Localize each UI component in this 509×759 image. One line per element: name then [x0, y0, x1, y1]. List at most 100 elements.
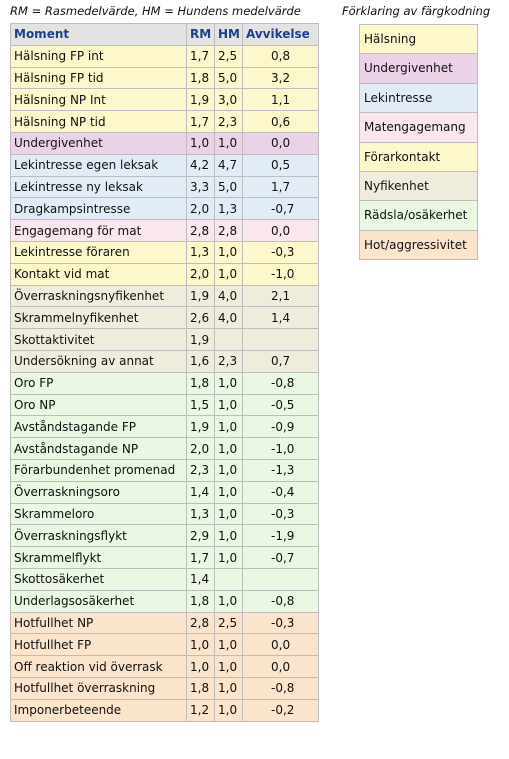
avvikelse-cell: 1,1 — [242, 88, 319, 112]
rm-cell: 1,8 — [186, 676, 215, 700]
rm-cell: 1,5 — [186, 393, 215, 417]
moment-cell: Oro FP — [10, 371, 187, 395]
legend-title: Förklaring av färgkodning — [342, 4, 491, 18]
hm-cell: 1,0 — [214, 655, 243, 678]
hm-cell: 4,0 — [214, 284, 243, 308]
hm-cell: 1,0 — [214, 502, 243, 526]
table-row: Skrammeloro 1,3 1,0 -0,3 — [10, 502, 319, 526]
table-row: Överraskningsoro 1,4 1,0 -0,4 — [10, 480, 319, 504]
moment-cell: Hälsning NP tid — [10, 110, 187, 133]
table-row: Hälsning FP tid 1,8 5,0 3,2 — [10, 66, 319, 90]
moment-cell: Lekintresse föraren — [10, 240, 187, 264]
legend-item: Hälsning — [360, 25, 477, 55]
rm-cell: 1,9 — [186, 328, 215, 351]
moment-cell: Undersökning av annat — [10, 349, 187, 373]
avvikelse-cell: 1,4 — [242, 306, 319, 330]
table-row: Skottaktivitet 1,9 — [10, 328, 319, 351]
avvikelse-cell: 2,1 — [242, 284, 319, 308]
rm-cell: 2,3 — [186, 458, 215, 482]
table-row: Oro FP 1,8 1,0 -0,8 — [10, 371, 319, 395]
avvikelse-cell: -1,9 — [242, 524, 319, 548]
hm-cell: 1,0 — [214, 240, 243, 264]
hm-cell: 1,0 — [214, 633, 243, 657]
header-avvikelse: Avvikelse — [242, 23, 319, 46]
table-row: Avståndstagande NP 2,0 1,0 -1,0 — [10, 437, 319, 460]
moment-cell: Avståndstagande NP — [10, 437, 187, 460]
table-row: Lekintresse ny leksak 3,3 5,0 1,7 — [10, 175, 319, 199]
rm-cell: 1,8 — [186, 371, 215, 395]
rm-cell: 1,8 — [186, 589, 215, 613]
rm-cell: 2,8 — [186, 611, 215, 635]
rm-cell: 1,9 — [186, 284, 215, 308]
avvikelse-cell: -1,0 — [242, 437, 319, 460]
rm-cell: 2,0 — [186, 262, 215, 286]
rm-cell: 2,0 — [186, 437, 215, 460]
avvikelse-cell: 0,0 — [242, 655, 319, 678]
moment-cell: Hälsning FP tid — [10, 66, 187, 90]
rm-cell: 1,0 — [186, 131, 215, 155]
avvikelse-cell: 0,8 — [242, 44, 319, 68]
moment-cell: Förarbundenhet promenad — [10, 458, 187, 482]
hm-cell: 1,0 — [214, 131, 243, 155]
moment-cell: Underlagsosäkerhet — [10, 589, 187, 613]
rm-cell: 2,6 — [186, 306, 215, 330]
table-row: Skrammelnyfikenhet 2,6 4,0 1,4 — [10, 306, 319, 330]
avvikelse-cell: -0,8 — [242, 676, 319, 700]
legend-item: Matengagemang — [360, 113, 477, 143]
table-row: Hotfullhet överraskning 1,8 1,0 -0,8 — [10, 676, 319, 700]
hm-cell: 3,0 — [214, 88, 243, 112]
rm-cell: 1,7 — [186, 546, 215, 569]
hm-cell: 1,0 — [214, 458, 243, 482]
table-row: Imponerbeteende 1,2 1,0 -0,2 — [10, 698, 319, 722]
moment-cell: Skrammeloro — [10, 502, 187, 526]
legend-item: Lekintresse — [360, 83, 477, 114]
hm-cell: 1,0 — [214, 546, 243, 569]
rm-cell: 1,9 — [186, 88, 215, 112]
hm-cell: 1,0 — [214, 589, 243, 613]
rm-cell: 2,9 — [186, 524, 215, 548]
rm-cell: 1,0 — [186, 633, 215, 657]
avvikelse-cell: 0,0 — [242, 633, 319, 657]
hm-cell: 5,0 — [214, 66, 243, 90]
avvikelse-cell: -0,5 — [242, 393, 319, 417]
avvikelse-cell: -0,7 — [242, 197, 319, 221]
legend-item: Förarkontakt — [360, 142, 477, 172]
table-row: Hälsning FP int 1,7 2,5 0,8 — [10, 44, 319, 68]
table-row: Underlagsosäkerhet 1,8 1,0 -0,8 — [10, 589, 319, 613]
avvikelse-cell: -1,3 — [242, 458, 319, 482]
hm-cell — [214, 328, 243, 351]
moment-cell: Skrammelflykt — [10, 546, 187, 569]
moment-cell: Skottosäkerhet — [10, 567, 187, 591]
table-row: Lekintresse föraren 1,3 1,0 -0,3 — [10, 240, 319, 264]
header-rm: RM — [186, 23, 215, 46]
hm-cell: 1,0 — [214, 524, 243, 548]
table-row: Off reaktion vid överrask 1,0 1,0 0,0 — [10, 655, 319, 678]
table-row: Oro NP 1,5 1,0 -0,5 — [10, 393, 319, 417]
moment-cell: Hotfullhet NP — [10, 611, 187, 635]
avvikelse-cell: -0,4 — [242, 480, 319, 504]
avvikelse-cell: 1,7 — [242, 175, 319, 199]
table-header-row: Moment RM HM Avvikelse — [10, 23, 319, 46]
header-hm: HM — [214, 23, 243, 46]
avvikelse-cell: -0,3 — [242, 240, 319, 264]
hm-cell: 2,5 — [214, 611, 243, 635]
header-moment: Moment — [10, 23, 187, 46]
table-row: Överraskningsflykt 2,9 1,0 -1,9 — [10, 524, 319, 548]
moment-cell: Dragkampsintresse — [10, 197, 187, 221]
hm-cell: 4,7 — [214, 153, 243, 177]
table-row: Förarbundenhet promenad 2,3 1,0 -1,3 — [10, 458, 319, 482]
moment-cell: Hotfullhet överraskning — [10, 676, 187, 700]
moment-cell: Överraskningsnyfikenhet — [10, 284, 187, 308]
hm-cell: 1,0 — [214, 262, 243, 286]
rm-cell: 1,9 — [186, 415, 215, 439]
abbreviation-note: RM = Rasmedelvärde, HM = Hundens medelvä… — [10, 4, 301, 18]
hm-cell: 1,0 — [214, 371, 243, 395]
rm-cell: 1,0 — [186, 655, 215, 678]
hm-cell: 2,8 — [214, 219, 243, 242]
avvikelse-cell: 0,0 — [242, 219, 319, 242]
table-row: Kontakt vid mat 2,0 1,0 -1,0 — [10, 262, 319, 286]
avvikelse-cell: -0,2 — [242, 698, 319, 722]
table-row: Undergivenhet 1,0 1,0 0,0 — [10, 131, 319, 155]
hm-cell: 1,0 — [214, 393, 243, 417]
hm-cell: 1,0 — [214, 437, 243, 460]
